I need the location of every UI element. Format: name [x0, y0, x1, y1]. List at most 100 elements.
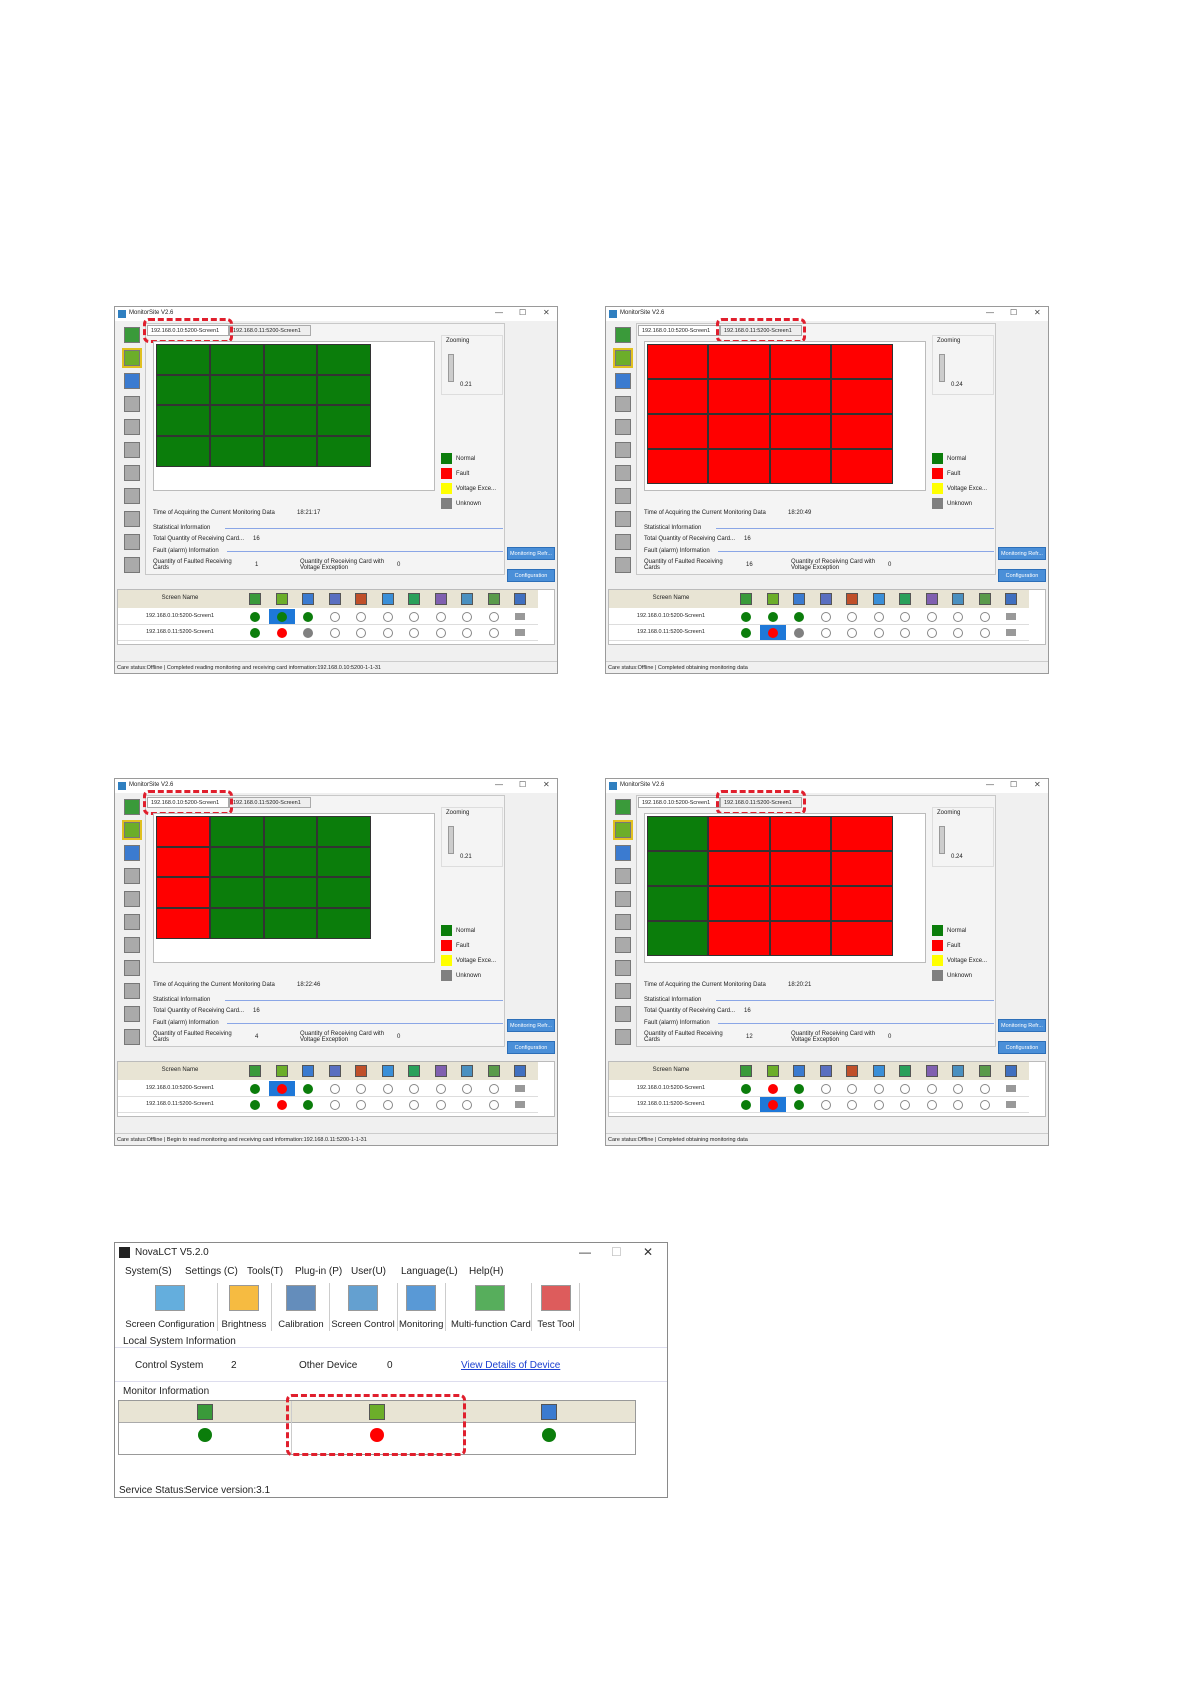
sidebar-icon[interactable] [124, 442, 140, 458]
sidebar-icon[interactable] [124, 534, 140, 550]
sidebar-icon[interactable] [615, 419, 631, 435]
sidebar-icon[interactable] [615, 557, 631, 573]
window-button[interactable]: ☐ [1010, 308, 1018, 317]
screen-tab[interactable]: 192.168.0.10:5200-Screen1 [638, 325, 720, 336]
section-title: Monitor Information [123, 1386, 210, 1397]
sidebar-icon[interactable] [615, 1006, 631, 1022]
sidebar-icon[interactable] [615, 373, 631, 389]
sidebar-icon[interactable] [124, 1029, 140, 1045]
header-icon [434, 593, 447, 605]
sidebar-icon[interactable] [615, 983, 631, 999]
screen-tab[interactable]: 192.168.0.11:5200-Screen1 [229, 797, 311, 808]
button[interactable]: Monitoring Refr... [507, 1019, 555, 1032]
sidebar-icon[interactable] [124, 327, 140, 343]
tool-label[interactable]: Screen Configuration [125, 1319, 215, 1330]
window-button[interactable]: — [495, 780, 503, 789]
sidebar-icon[interactable] [124, 983, 140, 999]
sidebar-icon[interactable] [124, 937, 140, 953]
tool-label[interactable]: Test Tool [537, 1319, 575, 1330]
window-button[interactable]: ✕ [543, 780, 550, 789]
window-button[interactable]: ☐ [1010, 780, 1018, 789]
na-icon [873, 1084, 884, 1094]
tool-label[interactable]: Monitoring [399, 1319, 444, 1330]
button[interactable]: Monitoring Refr... [998, 1019, 1046, 1032]
window-button[interactable]: ☐ [611, 1245, 622, 1259]
window-button[interactable]: ☐ [519, 308, 527, 317]
na-icon [926, 628, 937, 638]
window-button[interactable]: ✕ [1034, 780, 1041, 789]
button[interactable]: Configuration [998, 1041, 1046, 1054]
tool-label[interactable]: Screen Control [331, 1319, 395, 1330]
sidebar-icon[interactable] [615, 1029, 631, 1045]
sidebar-icon[interactable] [615, 327, 631, 343]
sidebar-icon[interactable] [615, 799, 631, 815]
sidebar-icon[interactable] [615, 534, 631, 550]
window-button[interactable]: ✕ [643, 1245, 654, 1259]
na-icon [409, 1100, 419, 1110]
tool-label[interactable]: Multi-function Card [451, 1319, 531, 1330]
sidebar-icon[interactable] [615, 937, 631, 953]
sidebar-icon[interactable] [124, 891, 140, 907]
screen-tab[interactable]: 192.168.0.11:5200-Screen1 [229, 325, 311, 336]
sidebar-icon[interactable] [124, 914, 140, 930]
window-button[interactable]: — [495, 308, 503, 317]
sidebar-icon[interactable] [124, 373, 140, 389]
screen-tab[interactable]: 192.168.0.11:5200-Screen1 [720, 797, 802, 808]
window-button[interactable]: ✕ [1034, 308, 1041, 317]
menu-item[interactable]: Plug-in (P) [295, 1266, 343, 1277]
button[interactable]: Configuration [507, 569, 555, 582]
sidebar-icon[interactable] [124, 868, 140, 884]
faulted-label: Quantity of Faulted Receiving Cards [644, 559, 723, 571]
na-icon [356, 1084, 366, 1094]
screen-tab[interactable]: 192.168.0.11:5200-Screen1 [720, 325, 802, 336]
sidebar-icon[interactable] [122, 348, 142, 368]
tool-label[interactable]: Brightness [221, 1319, 267, 1330]
window-button[interactable]: — [579, 1245, 591, 1259]
details-link[interactable]: View Details of Device [461, 1360, 561, 1371]
sidebar-icon[interactable] [615, 465, 631, 481]
na-icon [409, 612, 419, 622]
menu-item[interactable]: System(S) [125, 1266, 172, 1277]
button[interactable]: Configuration [998, 569, 1046, 582]
sidebar-icon[interactable] [615, 396, 631, 412]
menu-item[interactable]: Tools(T) [247, 1266, 284, 1277]
menu-item[interactable]: User(U) [351, 1266, 386, 1277]
screen-tab[interactable]: 192.168.0.10:5200-Screen1 [147, 325, 229, 336]
window-button[interactable]: — [986, 308, 994, 317]
sidebar-icon[interactable] [615, 488, 631, 504]
menu-item[interactable]: Language(L) [401, 1266, 458, 1277]
sidebar-icon[interactable] [124, 799, 140, 815]
sidebar-icon[interactable] [124, 557, 140, 573]
sidebar-icon[interactable] [124, 465, 140, 481]
sidebar-icon[interactable] [615, 442, 631, 458]
button[interactable]: Monitoring Refr... [507, 547, 555, 560]
menu-item[interactable]: Help(H) [469, 1266, 504, 1277]
sidebar-icon[interactable] [124, 845, 140, 861]
button[interactable]: Monitoring Refr... [998, 547, 1046, 560]
sidebar-icon[interactable] [615, 511, 631, 527]
sidebar-icon[interactable] [615, 891, 631, 907]
window-button[interactable]: — [986, 780, 994, 789]
sidebar-icon[interactable] [615, 914, 631, 930]
sidebar-icon[interactable] [124, 511, 140, 527]
sidebar-icon[interactable] [615, 845, 631, 861]
window-button[interactable]: ✕ [543, 308, 550, 317]
window-button[interactable]: ☐ [519, 780, 527, 789]
sidebar-icon[interactable] [615, 960, 631, 976]
sidebar-icon[interactable] [613, 348, 633, 368]
na-icon [900, 1084, 910, 1094]
screen-tab[interactable]: 192.168.0.10:5200-Screen1 [638, 797, 720, 808]
menu-item[interactable]: Settings (C) [185, 1266, 238, 1277]
sidebar-icon[interactable] [124, 396, 140, 412]
sidebar-icon[interactable] [124, 1006, 140, 1022]
screen-tab[interactable]: 192.168.0.10:5200-Screen1 [147, 797, 229, 808]
tool-label[interactable]: Calibration [278, 1319, 324, 1330]
button[interactable]: Configuration [507, 1041, 555, 1054]
sidebar-icon[interactable] [124, 419, 140, 435]
app-icon [118, 310, 126, 318]
sidebar-icon[interactable] [613, 820, 633, 840]
sidebar-icon[interactable] [124, 488, 140, 504]
sidebar-icon[interactable] [124, 960, 140, 976]
sidebar-icon[interactable] [615, 868, 631, 884]
sidebar-icon[interactable] [122, 820, 142, 840]
